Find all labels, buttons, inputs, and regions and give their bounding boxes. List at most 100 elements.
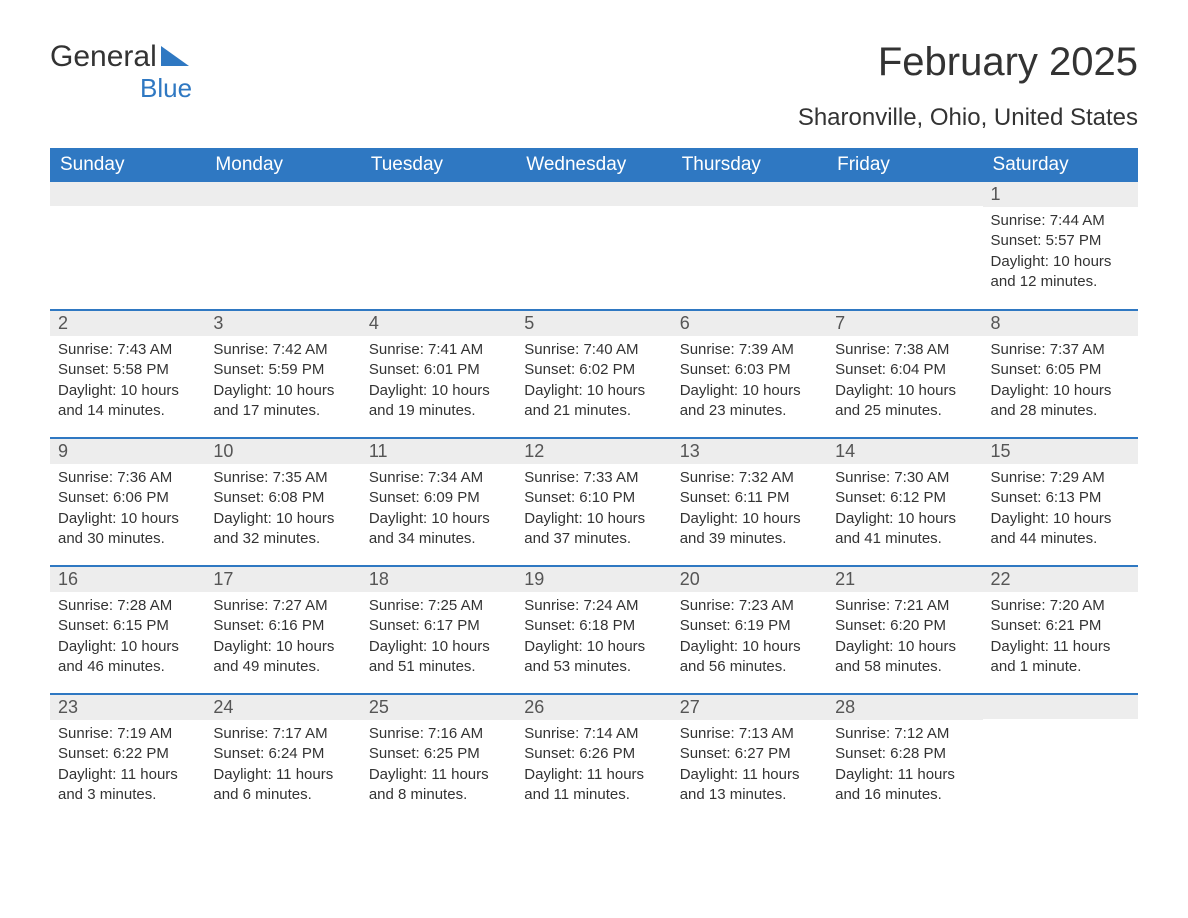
calendar-cell: 17Sunrise: 7:27 AMSunset: 6:16 PMDayligh… <box>205 566 360 694</box>
daylight-text: Daylight: 11 hours and 16 minutes. <box>835 765 974 806</box>
sunset-text: Sunset: 6:02 PM <box>524 360 663 380</box>
sunrise-text: Sunrise: 7:29 AM <box>991 468 1130 488</box>
day-number <box>672 182 827 206</box>
sunrise-text: Sunrise: 7:33 AM <box>524 468 663 488</box>
daylight-text: Daylight: 10 hours and 58 minutes. <box>835 637 974 678</box>
day-number: 16 <box>50 567 205 592</box>
daylight-text: Daylight: 10 hours and 19 minutes. <box>369 381 508 422</box>
calendar-cell <box>672 182 827 310</box>
calendar-week-row: 9Sunrise: 7:36 AMSunset: 6:06 PMDaylight… <box>50 438 1138 566</box>
day-number: 11 <box>361 439 516 464</box>
calendar-cell: 16Sunrise: 7:28 AMSunset: 6:15 PMDayligh… <box>50 566 205 694</box>
day-info: Sunrise: 7:40 AMSunset: 6:02 PMDaylight:… <box>516 336 671 429</box>
calendar-cell: 18Sunrise: 7:25 AMSunset: 6:17 PMDayligh… <box>361 566 516 694</box>
sunset-text: Sunset: 5:57 PM <box>991 231 1130 251</box>
sunrise-text: Sunrise: 7:21 AM <box>835 596 974 616</box>
day-info: Sunrise: 7:28 AMSunset: 6:15 PMDaylight:… <box>50 592 205 685</box>
day-number <box>361 182 516 206</box>
daylight-text: Daylight: 10 hours and 12 minutes. <box>991 252 1130 293</box>
daylight-text: Daylight: 10 hours and 51 minutes. <box>369 637 508 678</box>
day-number: 22 <box>983 567 1138 592</box>
calendar-cell: 26Sunrise: 7:14 AMSunset: 6:26 PMDayligh… <box>516 694 671 822</box>
calendar-cell: 28Sunrise: 7:12 AMSunset: 6:28 PMDayligh… <box>827 694 982 822</box>
sunset-text: Sunset: 6:28 PM <box>835 744 974 764</box>
sunrise-text: Sunrise: 7:25 AM <box>369 596 508 616</box>
day-info: Sunrise: 7:35 AMSunset: 6:08 PMDaylight:… <box>205 464 360 557</box>
sunrise-text: Sunrise: 7:37 AM <box>991 340 1130 360</box>
calendar-cell: 9Sunrise: 7:36 AMSunset: 6:06 PMDaylight… <box>50 438 205 566</box>
day-number <box>827 182 982 206</box>
calendar-cell: 10Sunrise: 7:35 AMSunset: 6:08 PMDayligh… <box>205 438 360 566</box>
weekday-header: Friday <box>827 148 982 182</box>
day-info: Sunrise: 7:30 AMSunset: 6:12 PMDaylight:… <box>827 464 982 557</box>
sunset-text: Sunset: 6:26 PM <box>524 744 663 764</box>
daylight-text: Daylight: 11 hours and 6 minutes. <box>213 765 352 806</box>
weekday-header: Wednesday <box>516 148 671 182</box>
sunrise-text: Sunrise: 7:30 AM <box>835 468 974 488</box>
day-number: 5 <box>516 311 671 336</box>
weekday-header: Saturday <box>983 148 1138 182</box>
daylight-text: Daylight: 10 hours and 37 minutes. <box>524 509 663 550</box>
logo-part1: General <box>50 40 157 74</box>
day-number <box>983 695 1138 719</box>
daylight-text: Daylight: 11 hours and 13 minutes. <box>680 765 819 806</box>
calendar-cell: 4Sunrise: 7:41 AMSunset: 6:01 PMDaylight… <box>361 310 516 438</box>
daylight-text: Daylight: 10 hours and 39 minutes. <box>680 509 819 550</box>
day-info: Sunrise: 7:36 AMSunset: 6:06 PMDaylight:… <box>50 464 205 557</box>
day-info: Sunrise: 7:20 AMSunset: 6:21 PMDaylight:… <box>983 592 1138 685</box>
calendar-cell <box>827 182 982 310</box>
day-number: 26 <box>516 695 671 720</box>
sunrise-text: Sunrise: 7:27 AM <box>213 596 352 616</box>
daylight-text: Daylight: 10 hours and 32 minutes. <box>213 509 352 550</box>
sunrise-text: Sunrise: 7:17 AM <box>213 724 352 744</box>
logo: General <box>50 40 189 74</box>
calendar-cell: 19Sunrise: 7:24 AMSunset: 6:18 PMDayligh… <box>516 566 671 694</box>
day-info: Sunrise: 7:27 AMSunset: 6:16 PMDaylight:… <box>205 592 360 685</box>
daylight-text: Daylight: 10 hours and 53 minutes. <box>524 637 663 678</box>
sunset-text: Sunset: 6:03 PM <box>680 360 819 380</box>
day-info: Sunrise: 7:42 AMSunset: 5:59 PMDaylight:… <box>205 336 360 429</box>
day-number: 3 <box>205 311 360 336</box>
sunrise-text: Sunrise: 7:32 AM <box>680 468 819 488</box>
weekday-header: Thursday <box>672 148 827 182</box>
sunrise-text: Sunrise: 7:40 AM <box>524 340 663 360</box>
daylight-text: Daylight: 10 hours and 23 minutes. <box>680 381 819 422</box>
calendar-week-row: 2Sunrise: 7:43 AMSunset: 5:58 PMDaylight… <box>50 310 1138 438</box>
sunrise-text: Sunrise: 7:43 AM <box>58 340 197 360</box>
calendar-cell: 2Sunrise: 7:43 AMSunset: 5:58 PMDaylight… <box>50 310 205 438</box>
day-number <box>516 182 671 206</box>
daylight-text: Daylight: 10 hours and 17 minutes. <box>213 381 352 422</box>
day-number: 14 <box>827 439 982 464</box>
calendar-cell <box>205 182 360 310</box>
day-info: Sunrise: 7:23 AMSunset: 6:19 PMDaylight:… <box>672 592 827 685</box>
sunrise-text: Sunrise: 7:16 AM <box>369 724 508 744</box>
day-number: 8 <box>983 311 1138 336</box>
day-number: 24 <box>205 695 360 720</box>
sunrise-text: Sunrise: 7:35 AM <box>213 468 352 488</box>
day-info: Sunrise: 7:41 AMSunset: 6:01 PMDaylight:… <box>361 336 516 429</box>
day-info: Sunrise: 7:24 AMSunset: 6:18 PMDaylight:… <box>516 592 671 685</box>
sunrise-text: Sunrise: 7:19 AM <box>58 724 197 744</box>
day-info: Sunrise: 7:14 AMSunset: 6:26 PMDaylight:… <box>516 720 671 813</box>
daylight-text: Daylight: 10 hours and 46 minutes. <box>58 637 197 678</box>
sunset-text: Sunset: 6:21 PM <box>991 616 1130 636</box>
sunset-text: Sunset: 6:08 PM <box>213 488 352 508</box>
sunset-text: Sunset: 6:20 PM <box>835 616 974 636</box>
calendar-cell <box>361 182 516 310</box>
sunset-text: Sunset: 6:19 PM <box>680 616 819 636</box>
sunset-text: Sunset: 6:10 PM <box>524 488 663 508</box>
day-number: 10 <box>205 439 360 464</box>
weekday-header-row: Sunday Monday Tuesday Wednesday Thursday… <box>50 148 1138 182</box>
sunset-text: Sunset: 6:06 PM <box>58 488 197 508</box>
location-subtitle: Sharonville, Ohio, United States <box>50 104 1138 132</box>
calendar-cell: 27Sunrise: 7:13 AMSunset: 6:27 PMDayligh… <box>672 694 827 822</box>
page-title: February 2025 <box>878 40 1138 85</box>
daylight-text: Daylight: 10 hours and 34 minutes. <box>369 509 508 550</box>
sunrise-text: Sunrise: 7:38 AM <box>835 340 974 360</box>
day-number: 21 <box>827 567 982 592</box>
day-number: 1 <box>983 182 1138 207</box>
calendar-cell <box>50 182 205 310</box>
day-info: Sunrise: 7:37 AMSunset: 6:05 PMDaylight:… <box>983 336 1138 429</box>
day-info: Sunrise: 7:32 AMSunset: 6:11 PMDaylight:… <box>672 464 827 557</box>
day-info: Sunrise: 7:19 AMSunset: 6:22 PMDaylight:… <box>50 720 205 813</box>
